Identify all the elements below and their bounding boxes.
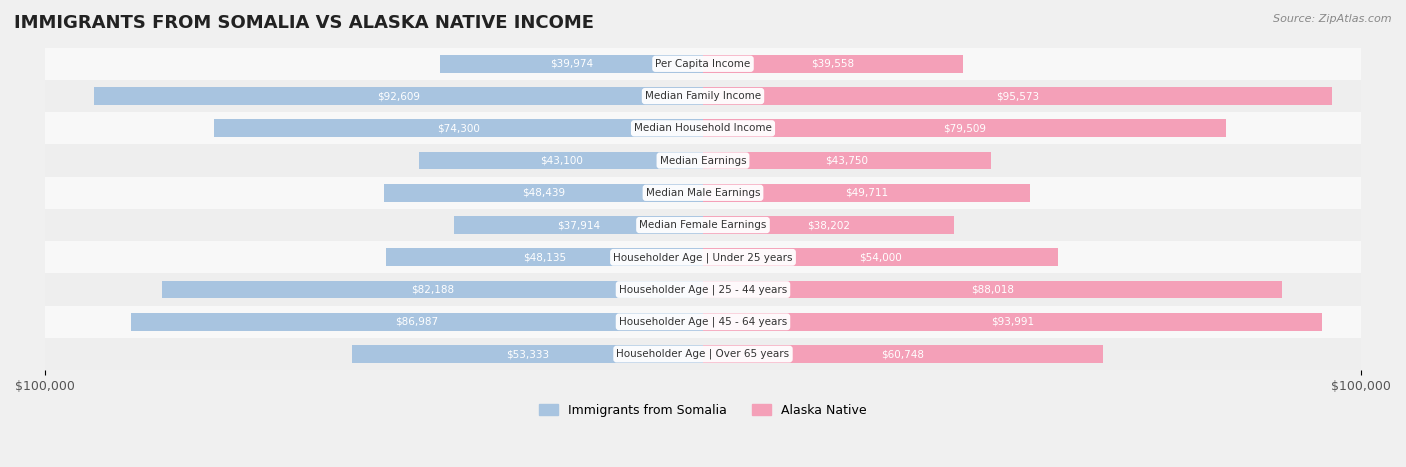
Bar xyxy=(45,209,1361,241)
Bar xyxy=(454,216,703,234)
Text: $86,987: $86,987 xyxy=(395,317,439,327)
Text: $48,439: $48,439 xyxy=(522,188,565,198)
Text: Householder Age | Over 65 years: Householder Age | Over 65 years xyxy=(616,349,790,359)
Bar xyxy=(45,112,1361,144)
Bar xyxy=(45,306,1361,338)
Text: Median Male Earnings: Median Male Earnings xyxy=(645,188,761,198)
Text: $38,202: $38,202 xyxy=(807,220,851,230)
Text: $43,750: $43,750 xyxy=(825,156,869,166)
Text: $95,573: $95,573 xyxy=(995,91,1039,101)
Text: $49,711: $49,711 xyxy=(845,188,889,198)
Text: $92,609: $92,609 xyxy=(377,91,420,101)
Bar xyxy=(45,48,1361,80)
Bar xyxy=(703,87,1331,105)
Bar xyxy=(703,184,1031,202)
Bar xyxy=(45,274,1361,306)
Text: Median Earnings: Median Earnings xyxy=(659,156,747,166)
Bar xyxy=(45,80,1361,112)
Bar xyxy=(162,281,703,298)
Text: $53,333: $53,333 xyxy=(506,349,550,359)
Text: $79,509: $79,509 xyxy=(943,123,986,133)
Bar xyxy=(703,120,1226,137)
Text: $37,914: $37,914 xyxy=(557,220,600,230)
Bar xyxy=(419,152,703,170)
Bar xyxy=(387,248,703,266)
Text: $39,974: $39,974 xyxy=(550,59,593,69)
Bar xyxy=(703,152,991,170)
Bar xyxy=(703,55,963,73)
Text: $39,558: $39,558 xyxy=(811,59,855,69)
Text: Householder Age | Under 25 years: Householder Age | Under 25 years xyxy=(613,252,793,262)
Bar xyxy=(352,345,703,363)
Text: $82,188: $82,188 xyxy=(411,284,454,295)
Text: $88,018: $88,018 xyxy=(972,284,1014,295)
Text: $48,135: $48,135 xyxy=(523,252,567,262)
Bar xyxy=(703,216,955,234)
Bar xyxy=(703,313,1322,331)
Bar xyxy=(131,313,703,331)
Text: Median Female Earnings: Median Female Earnings xyxy=(640,220,766,230)
Text: Per Capita Income: Per Capita Income xyxy=(655,59,751,69)
Text: Source: ZipAtlas.com: Source: ZipAtlas.com xyxy=(1274,14,1392,24)
Text: $43,100: $43,100 xyxy=(540,156,582,166)
Bar xyxy=(45,177,1361,209)
Bar xyxy=(94,87,703,105)
Bar xyxy=(703,345,1102,363)
Text: $74,300: $74,300 xyxy=(437,123,479,133)
Text: Median Household Income: Median Household Income xyxy=(634,123,772,133)
Bar xyxy=(45,241,1361,274)
Bar xyxy=(45,338,1361,370)
Bar xyxy=(45,144,1361,177)
Text: $93,991: $93,991 xyxy=(991,317,1033,327)
Text: IMMIGRANTS FROM SOMALIA VS ALASKA NATIVE INCOME: IMMIGRANTS FROM SOMALIA VS ALASKA NATIVE… xyxy=(14,14,595,32)
Text: $54,000: $54,000 xyxy=(859,252,903,262)
Bar xyxy=(703,248,1059,266)
Text: Householder Age | 25 - 44 years: Householder Age | 25 - 44 years xyxy=(619,284,787,295)
Bar xyxy=(214,120,703,137)
Text: $60,748: $60,748 xyxy=(882,349,924,359)
Text: Median Family Income: Median Family Income xyxy=(645,91,761,101)
Text: Householder Age | 45 - 64 years: Householder Age | 45 - 64 years xyxy=(619,317,787,327)
Legend: Immigrants from Somalia, Alaska Native: Immigrants from Somalia, Alaska Native xyxy=(534,399,872,422)
Bar xyxy=(384,184,703,202)
Bar xyxy=(703,281,1282,298)
Bar xyxy=(440,55,703,73)
